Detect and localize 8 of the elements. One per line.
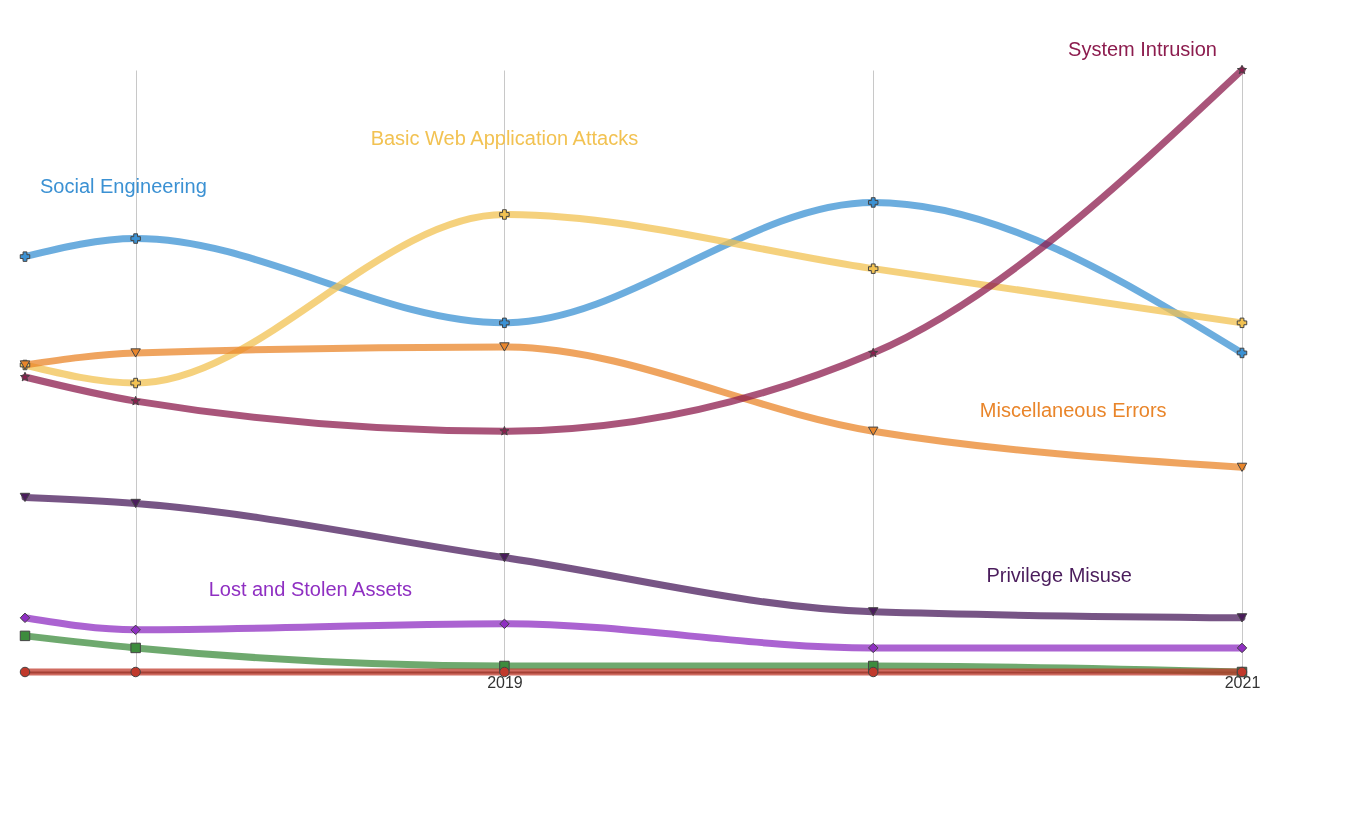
series-label: Privilege Misuse (986, 563, 1132, 586)
x-tick-label: 2019 (487, 673, 523, 691)
series-label: Miscellaneous Errors (979, 399, 1167, 422)
text: Basic Web Application Attacks (370, 127, 639, 150)
series-label: System Intrusion (1068, 38, 1217, 60)
text: Social Engineering (40, 174, 207, 197)
x-tick-label: 2021 (1224, 673, 1261, 691)
series-label: Lost and Stolen Assets (208, 577, 413, 600)
